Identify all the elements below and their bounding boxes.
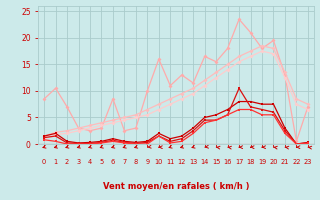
X-axis label: Vent moyen/en rafales ( km/h ): Vent moyen/en rafales ( km/h ) [103,182,249,191]
